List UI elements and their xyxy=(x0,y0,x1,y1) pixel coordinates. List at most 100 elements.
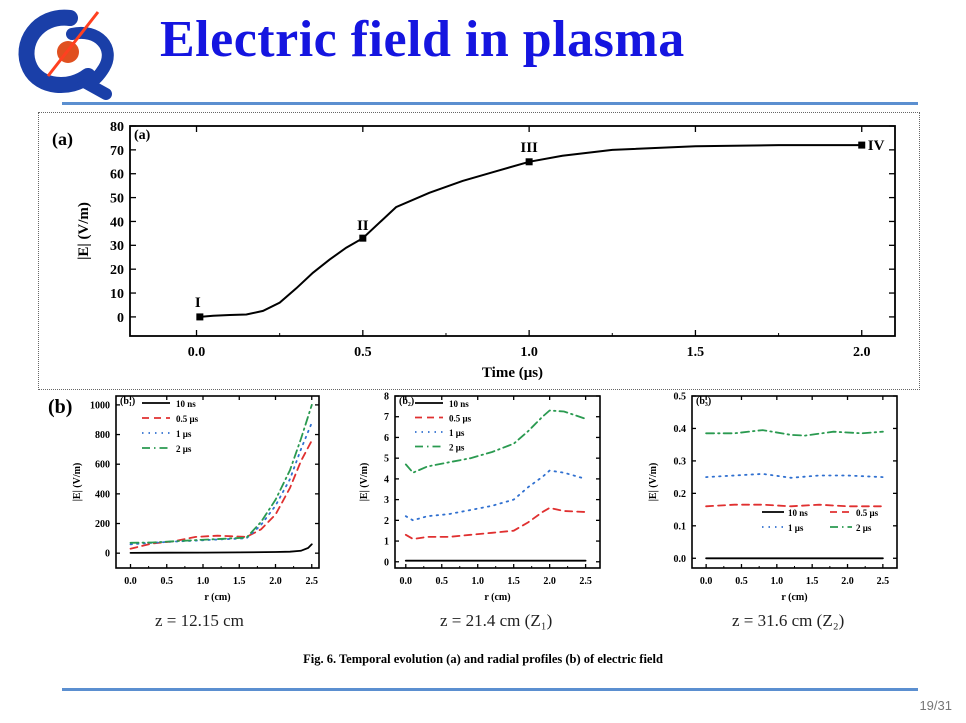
plot-frame xyxy=(691,395,898,569)
y-tick-label: 1 xyxy=(384,537,389,548)
y-axis-title: |E| (V/m) xyxy=(72,463,83,502)
x-tick-label: 1.5 xyxy=(507,576,520,587)
point-marker xyxy=(525,158,533,166)
legend-entry: 2 μs xyxy=(856,523,872,533)
plot-frame xyxy=(129,125,896,337)
x-tick-label: 2.0 xyxy=(841,576,854,587)
panel-a-frame xyxy=(38,112,920,390)
y-axis-title: |E| (V/m) xyxy=(648,463,659,502)
legend-entry: 1 μs xyxy=(449,428,465,438)
point-marker-label: III xyxy=(520,140,538,156)
x-tick-label: 0.0 xyxy=(124,576,137,587)
x-tick-label: 0.0 xyxy=(700,576,713,587)
y-tick-label: 0.4 xyxy=(674,424,687,435)
page-title: Electric field in plasma xyxy=(160,11,685,68)
y-tick-label: 2 xyxy=(384,516,389,527)
z-label-b3: z = 31.6 cm (Z₂) xyxy=(732,611,845,630)
legend-entry: 10 ns xyxy=(176,399,196,409)
y-tick-label: 1000 xyxy=(90,400,110,411)
y-tick-label: 50 xyxy=(110,191,124,206)
x-axis-title: r (cm) xyxy=(484,592,510,603)
inner-panel-label: (b₂) xyxy=(399,396,414,407)
chart-b3: 0.0 0.5 1.0 1.5 2.0 2.5 0.0 0.1 0.2 0.3 0.4 0.5 r (c… xyxy=(648,392,898,603)
y-tick-label: 0.2 xyxy=(674,489,687,500)
series-line-0-5-s xyxy=(129,439,313,550)
inner-panel-label: (b₃) xyxy=(696,396,711,407)
legend-entry: 10 ns xyxy=(449,399,469,409)
x-tick-label: 1.5 xyxy=(806,576,819,587)
page-number: 19/31 xyxy=(919,698,952,713)
plot-frame xyxy=(394,395,601,569)
bottom-rule xyxy=(62,688,918,691)
point-marker-label: IV xyxy=(868,138,885,154)
legend-entry: 0.5 μs xyxy=(176,414,199,424)
series-line-10-ns xyxy=(129,543,313,554)
series-line-1-s xyxy=(129,421,313,546)
point-marker xyxy=(858,141,866,149)
plot-frame xyxy=(115,395,320,569)
y-tick-label: 70 xyxy=(110,144,124,159)
logo-mark xyxy=(18,9,114,100)
x-tick-label: 2.0 xyxy=(853,345,871,360)
legend-entry: 1 μs xyxy=(176,429,192,439)
x-tick-label: 2.0 xyxy=(269,576,282,587)
panel-a-label: (a) xyxy=(52,129,73,149)
z-label-b1: z = 12.15 cm xyxy=(155,611,244,630)
x-tick-label: 0.0 xyxy=(400,576,413,587)
x-tick-label: 2.5 xyxy=(877,576,890,587)
y-tick-label: 400 xyxy=(95,489,110,500)
y-tick-label: 4 xyxy=(384,474,389,485)
x-axis-title: Time (μs) xyxy=(482,365,543,381)
x-tick-label: 1.5 xyxy=(233,576,246,587)
x-tick-label: 1.5 xyxy=(687,345,705,360)
y-tick-label: 0.3 xyxy=(674,456,687,467)
y-tick-label: 80 xyxy=(110,120,124,135)
y-tick-label: 30 xyxy=(110,239,124,254)
series-line-1-s xyxy=(404,469,587,522)
y-tick-label: 40 xyxy=(110,215,124,230)
x-tick-label: 1.0 xyxy=(520,345,538,360)
legend-entry: 0.5 μs xyxy=(856,508,879,518)
legend-entry: 2 μs xyxy=(176,444,192,454)
point-marker xyxy=(196,313,204,321)
point-marker xyxy=(359,234,367,242)
y-tick-label: 60 xyxy=(110,168,124,183)
x-tick-label: 2.0 xyxy=(543,576,556,587)
legend-entry: 2 μs xyxy=(449,443,465,453)
x-axis-title: r (cm) xyxy=(204,592,230,603)
y-tick-label: 0 xyxy=(384,557,389,568)
legend-entry: 0.5 μs xyxy=(449,414,472,424)
top-rule xyxy=(62,102,918,105)
x-tick-label: 2.5 xyxy=(579,576,592,587)
y-tick-label: 200 xyxy=(95,519,110,530)
x-tick-label: 0.5 xyxy=(161,576,174,587)
x-axis-title: r (cm) xyxy=(781,592,807,603)
inner-panel-label: (b₁) xyxy=(120,396,135,407)
y-tick-label: 0.1 xyxy=(674,521,687,532)
series-line-2-s xyxy=(705,429,884,437)
series-line-0-5-s xyxy=(705,503,884,508)
inner-panel-label: (a) xyxy=(134,128,151,143)
legend-entry: 10 ns xyxy=(788,508,808,518)
legend-entry: 1 μs xyxy=(788,523,804,533)
y-axis-title: |E| (V/m) xyxy=(76,202,92,260)
series-line-2-s xyxy=(129,403,313,544)
y-tick-label: 0 xyxy=(105,549,110,560)
x-tick-label: 0.5 xyxy=(436,576,449,587)
panel-b-label: (b) xyxy=(48,396,73,418)
x-tick-label: 0.0 xyxy=(188,345,206,360)
x-tick-label: 1.0 xyxy=(471,576,484,587)
point-marker-label: II xyxy=(357,218,369,234)
y-tick-label: 20 xyxy=(110,263,124,278)
figure-caption: Fig. 6. Temporal evolution (a) and radia… xyxy=(303,652,663,666)
chart-a: 0.0 0.5 1.0 1.5 2.0 0 10 20 30 40 50 60 70 80 Time (μs… xyxy=(76,120,896,381)
chart-b1: 0.0 0.5 1.0 1.5 2.0 2.5 0 200 400 600 800 1000 r (cm… xyxy=(72,395,320,603)
y-tick-label: 10 xyxy=(110,287,124,302)
x-tick-label: 2.5 xyxy=(306,576,319,587)
y-axis-title: |E| (V/m) xyxy=(359,463,370,502)
y-tick-label: 600 xyxy=(95,460,110,471)
series-line--e- xyxy=(198,144,863,318)
y-tick-label: 7 xyxy=(384,412,389,423)
y-tick-label: 0.5 xyxy=(674,392,687,403)
z-label-b2: z = 21.4 cm (Z₁) xyxy=(440,611,553,630)
